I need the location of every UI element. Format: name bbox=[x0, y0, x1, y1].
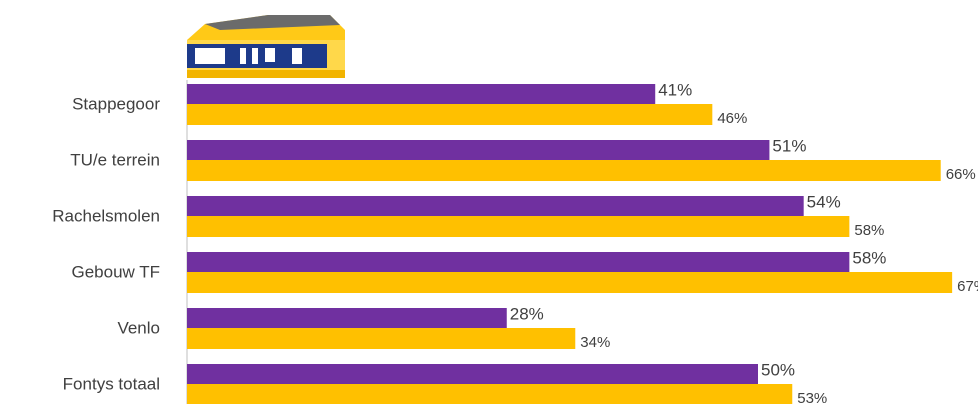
bar bbox=[187, 104, 713, 125]
value-label: 41% bbox=[658, 80, 692, 99]
category-label: Rachelsmolen bbox=[52, 206, 160, 225]
value-label: 28% bbox=[510, 304, 544, 323]
category-label: Stappegoor bbox=[72, 94, 160, 113]
train-door bbox=[240, 48, 246, 64]
train-door bbox=[292, 48, 302, 64]
train-door bbox=[265, 48, 275, 62]
bar bbox=[187, 216, 850, 237]
value-label: 46% bbox=[717, 110, 747, 127]
bar bbox=[187, 140, 770, 160]
bar bbox=[187, 328, 576, 349]
category-label: Fontys totaal bbox=[63, 374, 160, 393]
value-label: 34% bbox=[580, 334, 610, 351]
train-roof bbox=[205, 15, 340, 30]
bar bbox=[187, 252, 850, 272]
bar bbox=[187, 364, 758, 384]
bar bbox=[187, 84, 656, 104]
train-door bbox=[252, 48, 258, 64]
value-label: 67% bbox=[957, 278, 978, 295]
train-illustration bbox=[187, 15, 345, 78]
value-label: 66% bbox=[946, 166, 976, 183]
value-label: 50% bbox=[761, 360, 795, 379]
bar bbox=[187, 308, 507, 328]
bar bbox=[187, 272, 953, 293]
bar bbox=[187, 384, 793, 404]
category-label: Gebouw TF bbox=[71, 262, 160, 281]
train-skirt bbox=[187, 70, 345, 78]
value-label: 54% bbox=[807, 192, 841, 211]
bar bbox=[187, 196, 804, 216]
value-label: 58% bbox=[852, 248, 886, 267]
value-label: 58% bbox=[854, 222, 884, 239]
train-window bbox=[195, 48, 225, 64]
value-label: 53% bbox=[797, 390, 827, 404]
value-label: 51% bbox=[772, 136, 806, 155]
bar bbox=[187, 160, 941, 181]
category-label: Venlo bbox=[117, 318, 160, 337]
category-label: TU/e terrein bbox=[70, 150, 160, 169]
